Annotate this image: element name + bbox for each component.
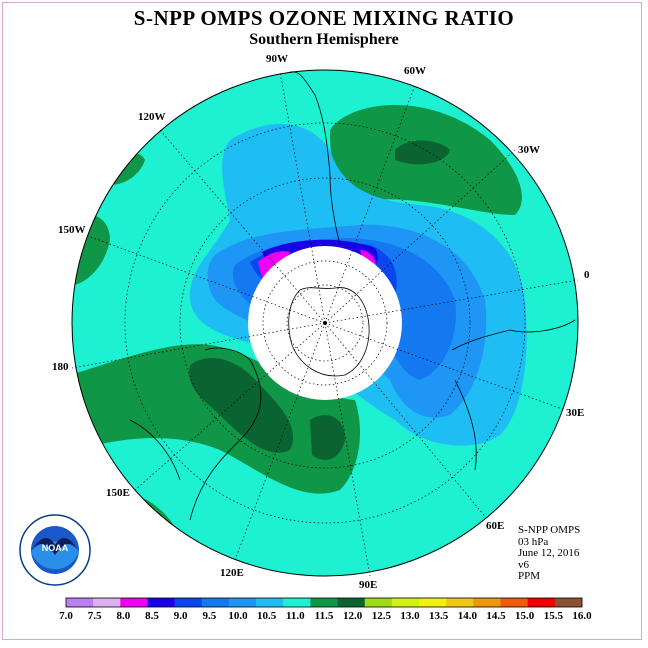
graticule: [71, 71, 579, 577]
colorbar-tick-label: 11.5: [315, 610, 334, 622]
lon-label-120e: 120E: [220, 567, 244, 579]
colorbar-frame: [65, 597, 583, 608]
colorbar-swatch: [93, 598, 121, 607]
lon-label-150e: 150E: [106, 487, 130, 499]
colorbar-tick-label: 14.5: [486, 610, 506, 622]
meridian-60e: [324, 322, 489, 521]
colorbar-tick-label: 8.5: [145, 610, 159, 622]
figure-frame: [2, 2, 642, 640]
info-units: PPM: [518, 570, 541, 582]
colorbar-swatch: [174, 598, 203, 607]
latitude-circle-75s: [286, 284, 364, 362]
colorbar-swatch: [364, 598, 393, 607]
lon-label-60e: 60E: [486, 520, 504, 532]
info-date: June 12, 2016: [518, 547, 580, 559]
lon-label-30e: 30E: [566, 407, 584, 419]
colorbar-swatch: [337, 598, 366, 607]
colorbar-swatch: [554, 598, 583, 607]
info-level: 03 hPa: [518, 535, 549, 548]
lon-label-180: 180: [52, 361, 69, 373]
meridian-30w: [324, 149, 516, 324]
colorbar-swatch: [66, 598, 94, 607]
colorbar-swatch: [201, 598, 230, 607]
info-version: v6: [518, 558, 529, 571]
ozone-band-darkgreen-sw-b: [310, 415, 345, 460]
meridian-0: [324, 279, 579, 324]
lon-label-30w: 30W: [518, 144, 540, 156]
meridian-180: [71, 322, 326, 369]
map-title: S-NPP OMPS OZONE MIXING RATIO: [133, 6, 515, 30]
colorbar-swatch: [527, 598, 556, 607]
ozone-band-magenta-w: [258, 251, 290, 278]
colorbar-swatch: [120, 598, 148, 607]
colorbar-tick-label: 14.0: [458, 610, 478, 622]
noaa-logo: NOAA: [19, 514, 91, 586]
lon-label-90w: 90W: [266, 53, 288, 65]
colorbar-swatch: [446, 598, 474, 607]
colorbar-tick-label: 16.0: [572, 610, 592, 622]
lon-label-150w: 150W: [58, 224, 86, 236]
meridian-90w: [279, 71, 326, 324]
latitude-circle-45s: [179, 177, 471, 469]
map-subtitle: Southern Hemisphere: [249, 31, 399, 48]
south-pole-marker: [323, 321, 327, 325]
ozone-band-darkgreen-sw-a: [189, 357, 294, 453]
ozone-band-darkgreen-ne: [395, 140, 450, 165]
colorbar-tick-label: 15.0: [515, 610, 535, 622]
lon-label-60w: 60W: [404, 65, 426, 77]
colorbar: 7.0 7.5 8.0 8.5 9.0 9.5 10.0 10.5 11.0 11.5 12.0 12…: [59, 597, 592, 622]
colorbar-swatch: [228, 598, 257, 607]
meridian-150w: [84, 234, 326, 324]
colorbar-swatch: [473, 598, 501, 607]
colorbar-tick-label: 12.5: [372, 610, 392, 622]
colorbar-swatch: [391, 598, 420, 607]
lon-label-90e: 90E: [359, 579, 377, 591]
colorbar-tick-label: 7.0: [59, 610, 73, 622]
colorbar-tick-label: 9.5: [202, 610, 216, 622]
colorbar-tick-label: 13.5: [429, 610, 449, 622]
lon-label-0: 0: [584, 269, 590, 281]
colorbar-tick-label: 8.0: [116, 610, 130, 622]
coast-australasia: [129, 347, 262, 521]
colorbar-swatch: [419, 598, 447, 607]
latitude-circle-inner: [262, 260, 388, 386]
noaa-logo-text: NOAA: [42, 543, 69, 553]
meridian-60w: [324, 84, 416, 324]
coast-south-america: [289, 71, 341, 246]
ozone-band-magenta-e: [360, 250, 376, 266]
meridian-30e: [324, 322, 566, 411]
lon-label-120w: 120W: [138, 111, 166, 123]
colorbar-tick-label: 10.5: [257, 610, 277, 622]
info-instrument: S-NPP OMPS: [518, 524, 581, 536]
colorbar-tick-label: 13.0: [400, 610, 420, 622]
colorbar-swatch: [500, 598, 528, 607]
antarctica-outline: [288, 287, 370, 377]
colorbar-swatch: [310, 598, 338, 607]
colorbar-tick-label: 7.5: [88, 610, 102, 622]
colorbar-tick-label: 15.5: [544, 610, 564, 622]
meridian-90e: [324, 322, 371, 577]
colorbar-tick-label: 11.0: [286, 610, 305, 622]
map-boundary: [71, 69, 579, 577]
latitude-circle-30s: [124, 122, 526, 524]
colorbar-tick-label: 10.0: [228, 610, 248, 622]
colorbar-swatch: [147, 598, 175, 607]
colorbar-swatch: [283, 598, 311, 607]
coast-africa: [451, 319, 576, 471]
colorbar-tick-label: 12.0: [343, 610, 363, 622]
colorbar-swatch: [256, 598, 284, 607]
product-info: S-NPP OMPS 03 hPa June 12, 2016 v6 PPM: [518, 524, 581, 583]
colorbar-tick-label: 9.0: [174, 610, 188, 622]
